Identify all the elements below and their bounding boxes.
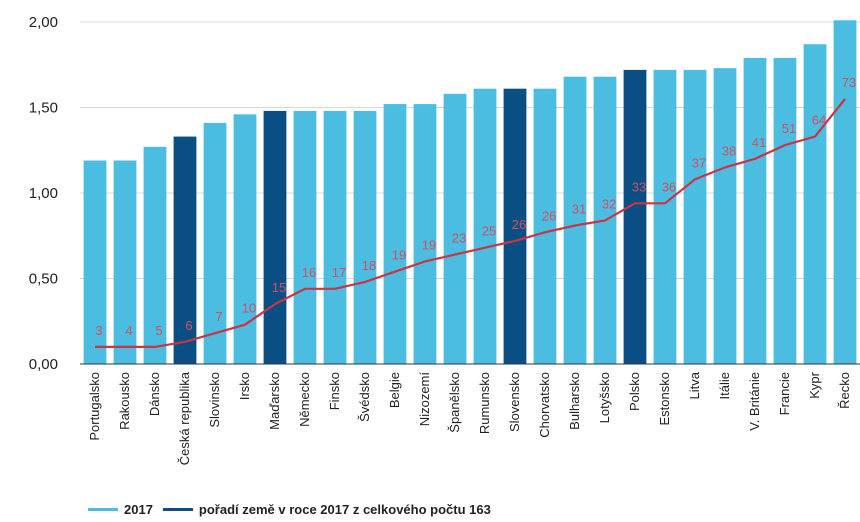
rank-label: 51 (782, 121, 796, 136)
bar (683, 69, 707, 364)
bar-chart: 0,00 0,50 1,00 1,50 2,00 3 4 5 6 7 10 15 16 17 18 19 19 2… (29, 14, 860, 465)
bar (743, 57, 767, 364)
x-tick-label: Rakousko (117, 372, 132, 430)
bar (203, 122, 227, 364)
x-tick-label: Španělsko (447, 372, 462, 433)
x-tick-label: Irsko (237, 372, 252, 400)
rank-label: 18 (362, 258, 376, 273)
rank-label: 41 (752, 135, 766, 150)
rank-label: 25 (482, 224, 496, 239)
x-tick-label: Slovensko (507, 372, 522, 432)
rank-label: 5 (155, 323, 162, 338)
bar (713, 68, 737, 365)
rank-label: 16 (302, 265, 316, 280)
legend-label-2017: 2017 (124, 502, 153, 517)
rank-label: 31 (572, 201, 586, 216)
rank-label: 17 (332, 265, 346, 280)
x-tick-label: Estonsko (657, 372, 672, 425)
x-tick-label: Litva (687, 371, 702, 399)
x-tick-label: Lotyšsko (597, 372, 612, 423)
rank-label: 73 (842, 75, 856, 90)
bar (113, 160, 137, 364)
rank-line (95, 98, 846, 348)
legend-swatch-2017 (88, 508, 118, 511)
legend-item-rank: pořadí země v roce 2017 z celkového počt… (162, 502, 491, 517)
x-tick-label: Chorvatsko (537, 372, 552, 438)
bar (443, 93, 467, 364)
y-tick-label: 1,00 (29, 185, 58, 202)
y-tick-label: 0,50 (29, 271, 58, 288)
bar (263, 110, 287, 364)
legend: 2017 pořadí země v roce 2017 z celkového… (88, 502, 491, 517)
rank-label: 64 (812, 113, 826, 128)
bar (533, 88, 557, 364)
rank-label: 15 (272, 280, 286, 295)
x-tick-label: Slovinsko (207, 372, 222, 428)
rank-label: 37 (692, 155, 706, 170)
rank-label: 19 (422, 237, 436, 252)
bar (233, 114, 257, 364)
x-tick-label: Itálie (717, 372, 732, 399)
rank-label: 26 (512, 217, 526, 232)
x-tick-label: Portugalsko (87, 372, 102, 441)
legend-item-2017: 2017 (88, 502, 153, 517)
bar (143, 146, 167, 364)
bar (773, 57, 797, 364)
rank-label: 19 (392, 248, 406, 263)
bar (353, 110, 377, 364)
y-tick-label: 0,00 (29, 356, 58, 373)
bar (473, 88, 497, 364)
bar (413, 104, 437, 364)
x-tick-label: Maďarsko (267, 372, 282, 430)
x-tick-label: Česká republika (177, 371, 192, 465)
x-tick-label: Rumunsko (477, 372, 492, 434)
x-tick-label: Polsko (627, 372, 642, 411)
rank-label: 33 (632, 179, 646, 194)
x-tick-label: Německo (297, 372, 312, 427)
x-tick-label: Švédsko (357, 372, 372, 422)
x-tick-label: V. Británie (747, 372, 762, 431)
legend-label-rank: pořadí země v roce 2017 z celkového počt… (198, 502, 491, 517)
rank-label: 26 (542, 208, 556, 223)
bar (653, 69, 677, 364)
bar (173, 136, 197, 364)
x-tick-label: Bulharsko (567, 372, 582, 430)
rank-label: 7 (215, 309, 222, 324)
rank-label: 36 (662, 179, 676, 194)
y-tick-label: 1,50 (29, 100, 58, 117)
bar (803, 44, 827, 364)
x-tick-label: Belgie (387, 372, 402, 408)
y-tick-label: 2,00 (29, 14, 58, 31)
x-tick-label: Francie (777, 372, 792, 415)
rank-label: 23 (452, 231, 466, 246)
rank-label: 10 (242, 301, 256, 316)
rank-label: 38 (722, 143, 736, 158)
bar (503, 88, 527, 364)
bar (563, 76, 587, 364)
x-tick-label: Nizozemí (417, 372, 432, 427)
x-tick-label: Finsko (327, 372, 342, 410)
bar (293, 110, 317, 364)
rank-label: 32 (602, 196, 616, 211)
rank-label: 3 (95, 323, 102, 338)
bar (623, 69, 647, 364)
bar (833, 20, 857, 364)
legend-swatch-rank (162, 508, 193, 511)
bar (383, 104, 407, 364)
bar (83, 160, 107, 364)
x-tick-label: Dánsko (147, 372, 162, 416)
rank-label: 4 (125, 323, 132, 338)
x-tick-label: Řecko (837, 372, 852, 409)
x-tick-label: Kypr (807, 371, 822, 398)
bar (323, 110, 347, 364)
rank-label: 6 (185, 318, 192, 333)
